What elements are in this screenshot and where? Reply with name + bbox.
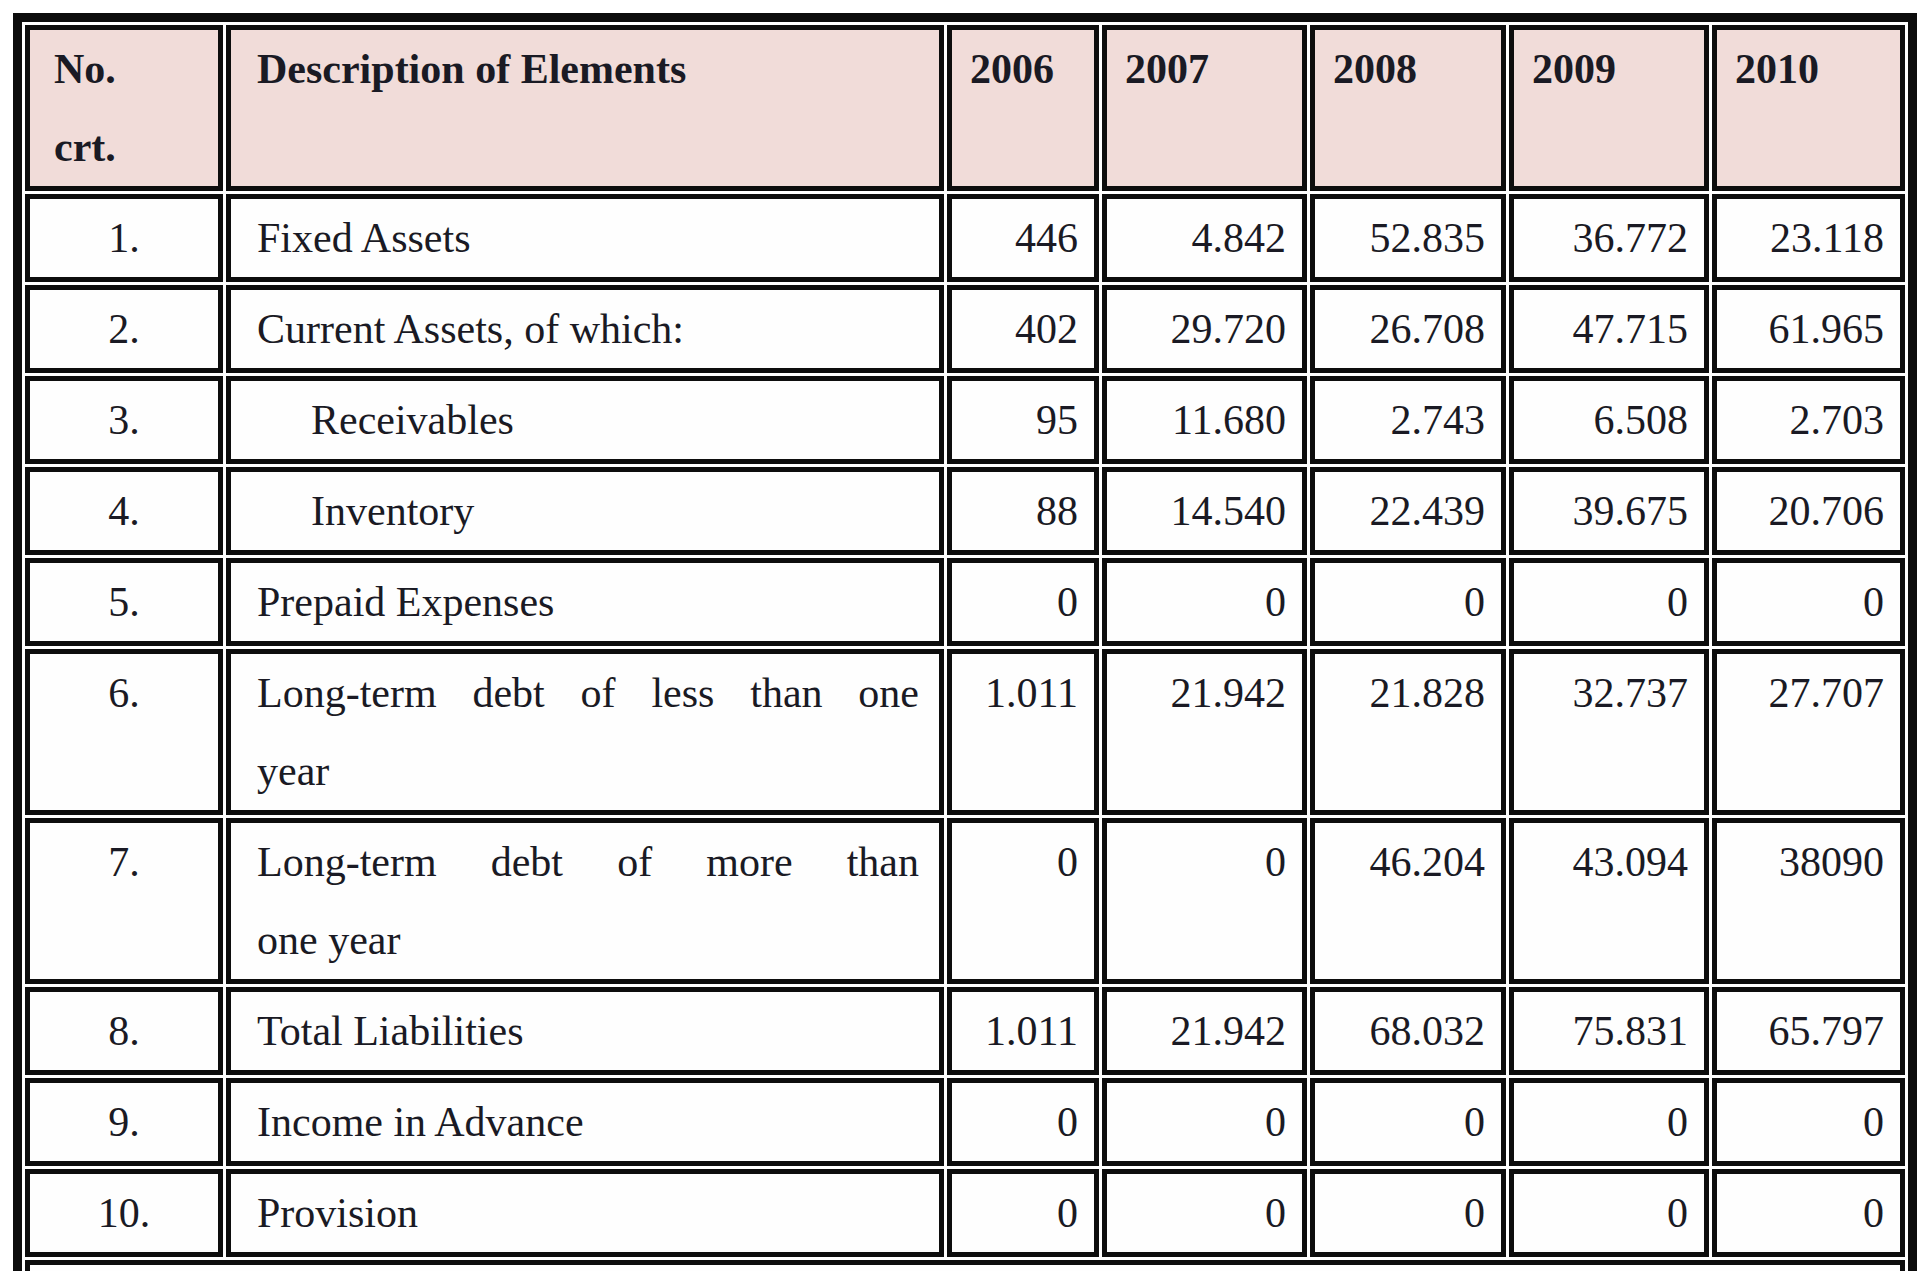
value-cell: 0: [1102, 558, 1307, 646]
value-cell: 95: [947, 376, 1099, 464]
value-cell: 39.675: [1509, 467, 1709, 555]
row-number-cell: 8.: [25, 987, 223, 1075]
value-cell: 0: [947, 1169, 1099, 1257]
table-row-fixed-assets: 1. Fixed Assets 446 4.842 52.835 36.772 …: [25, 194, 1905, 282]
table-row-provision: 10. Provision 0 0 0 0 0: [25, 1169, 1905, 1257]
table-row-current-assets: 2. Current Assets, of which: 402 29.720 …: [25, 285, 1905, 373]
value-cell: 43.094: [1509, 818, 1709, 984]
source-note: Source : Annual Balance Sheet of Entity …: [25, 1260, 1905, 1271]
description-cell: Receivables: [226, 376, 944, 464]
description-line2: year: [257, 732, 919, 810]
value-cell: 0: [1712, 558, 1905, 646]
row-number-cell: 10.: [25, 1169, 223, 1257]
header-cell-year-2010: 2010: [1712, 25, 1905, 191]
value-cell: 20.706: [1712, 467, 1905, 555]
value-cell: 0: [1509, 558, 1709, 646]
value-cell: 0: [947, 818, 1099, 984]
value-cell: 0: [1310, 558, 1506, 646]
description-cell: Income in Advance: [226, 1078, 944, 1166]
value-cell: 27.707: [1712, 649, 1905, 815]
description-cell: Current Assets, of which:: [226, 285, 944, 373]
value-cell: 75.831: [1509, 987, 1709, 1075]
row-number-cell: 2.: [25, 285, 223, 373]
value-cell: 1.011: [947, 649, 1099, 815]
row-number-cell: 5.: [25, 558, 223, 646]
value-cell: 1.011: [947, 987, 1099, 1075]
value-cell: 21.942: [1102, 649, 1307, 815]
header-row: No. crt. Description of Elements 2006 20…: [25, 25, 1905, 191]
header-cell-year-2008: 2008: [1310, 25, 1506, 191]
value-cell: 47.715: [1509, 285, 1709, 373]
description-cell: Long-term debt of more than one year: [226, 818, 944, 984]
value-cell: 0: [947, 1078, 1099, 1166]
header-no-line2: crt.: [54, 108, 218, 186]
balance-sheet-table: No. crt. Description of Elements 2006 20…: [13, 13, 1917, 1271]
value-cell: 52.835: [1310, 194, 1506, 282]
value-cell: 446: [947, 194, 1099, 282]
row-number-cell: 4.: [25, 467, 223, 555]
table-row-income-in-advance: 9. Income in Advance 0 0 0 0 0: [25, 1078, 1905, 1166]
description-cell: Fixed Assets: [226, 194, 944, 282]
header-cell-description: Description of Elements: [226, 25, 944, 191]
description-cell: Total Liabilities: [226, 987, 944, 1075]
header-cell-year-2007: 2007: [1102, 25, 1307, 191]
value-cell: 11.680: [1102, 376, 1307, 464]
row-number-cell: 9.: [25, 1078, 223, 1166]
value-cell: 0: [1509, 1169, 1709, 1257]
table-row-total-liabilities: 8. Total Liabilities 1.011 21.942 68.032…: [25, 987, 1905, 1075]
page: No. crt. Description of Elements 2006 20…: [13, 13, 1920, 1271]
value-cell: 32.737: [1509, 649, 1709, 815]
table-row-receivables: 3. Receivables 95 11.680 2.743 6.508 2.7…: [25, 376, 1905, 464]
description-cell: Long-term debt of less than one year: [226, 649, 944, 815]
row-number-cell: 7.: [25, 818, 223, 984]
description-cell: Provision: [226, 1169, 944, 1257]
row-number-cell: 3.: [25, 376, 223, 464]
value-cell: 2.743: [1310, 376, 1506, 464]
row-number-cell: 6.: [25, 649, 223, 815]
value-cell: 0: [1310, 1169, 1506, 1257]
value-cell: 26.708: [1310, 285, 1506, 373]
source-row: Source : Annual Balance Sheet of Entity …: [25, 1260, 1905, 1271]
description-cell: Prepaid Expenses: [226, 558, 944, 646]
value-cell: 46.204: [1310, 818, 1506, 984]
value-cell: 0: [1102, 1078, 1307, 1166]
value-cell: 21.942: [1102, 987, 1307, 1075]
value-cell: 36.772: [1509, 194, 1709, 282]
description-line1: Long-term debt of less than one: [257, 654, 919, 732]
table-row-inventory: 4. Inventory 88 14.540 22.439 39.675 20.…: [25, 467, 1905, 555]
table-row-longterm-debt-less: 6. Long-term debt of less than one year …: [25, 649, 1905, 815]
description-cell: Inventory: [226, 467, 944, 555]
value-cell: 4.842: [1102, 194, 1307, 282]
value-cell: 2.703: [1712, 376, 1905, 464]
value-cell: 0: [1712, 1078, 1905, 1166]
value-cell: 0: [1102, 818, 1307, 984]
value-cell: 61.965: [1712, 285, 1905, 373]
value-cell: 21.828: [1310, 649, 1506, 815]
table-row-prepaid-expenses: 5. Prepaid Expenses 0 0 0 0 0: [25, 558, 1905, 646]
value-cell: 65.797: [1712, 987, 1905, 1075]
value-cell: 68.032: [1310, 987, 1506, 1075]
value-cell: 0: [947, 558, 1099, 646]
value-cell: 88: [947, 467, 1099, 555]
value-cell: 0: [1310, 1078, 1506, 1166]
header-cell-no-crt: No. crt.: [25, 25, 223, 191]
value-cell: 29.720: [1102, 285, 1307, 373]
value-cell: 14.540: [1102, 467, 1307, 555]
table-row-longterm-debt-more: 7. Long-term debt of more than one year …: [25, 818, 1905, 984]
value-cell: 22.439: [1310, 467, 1506, 555]
value-cell: 23.118: [1712, 194, 1905, 282]
value-cell: 0: [1712, 1169, 1905, 1257]
description-line1: Long-term debt of more than: [257, 823, 919, 901]
header-no-line1: No.: [54, 30, 218, 108]
value-cell: 402: [947, 285, 1099, 373]
value-cell: 0: [1102, 1169, 1307, 1257]
header-cell-year-2009: 2009: [1509, 25, 1709, 191]
description-line2: one year: [257, 901, 919, 979]
row-number-cell: 1.: [25, 194, 223, 282]
value-cell: 0: [1509, 1078, 1709, 1166]
header-cell-year-2006: 2006: [947, 25, 1099, 191]
value-cell: 6.508: [1509, 376, 1709, 464]
value-cell: 38090: [1712, 818, 1905, 984]
